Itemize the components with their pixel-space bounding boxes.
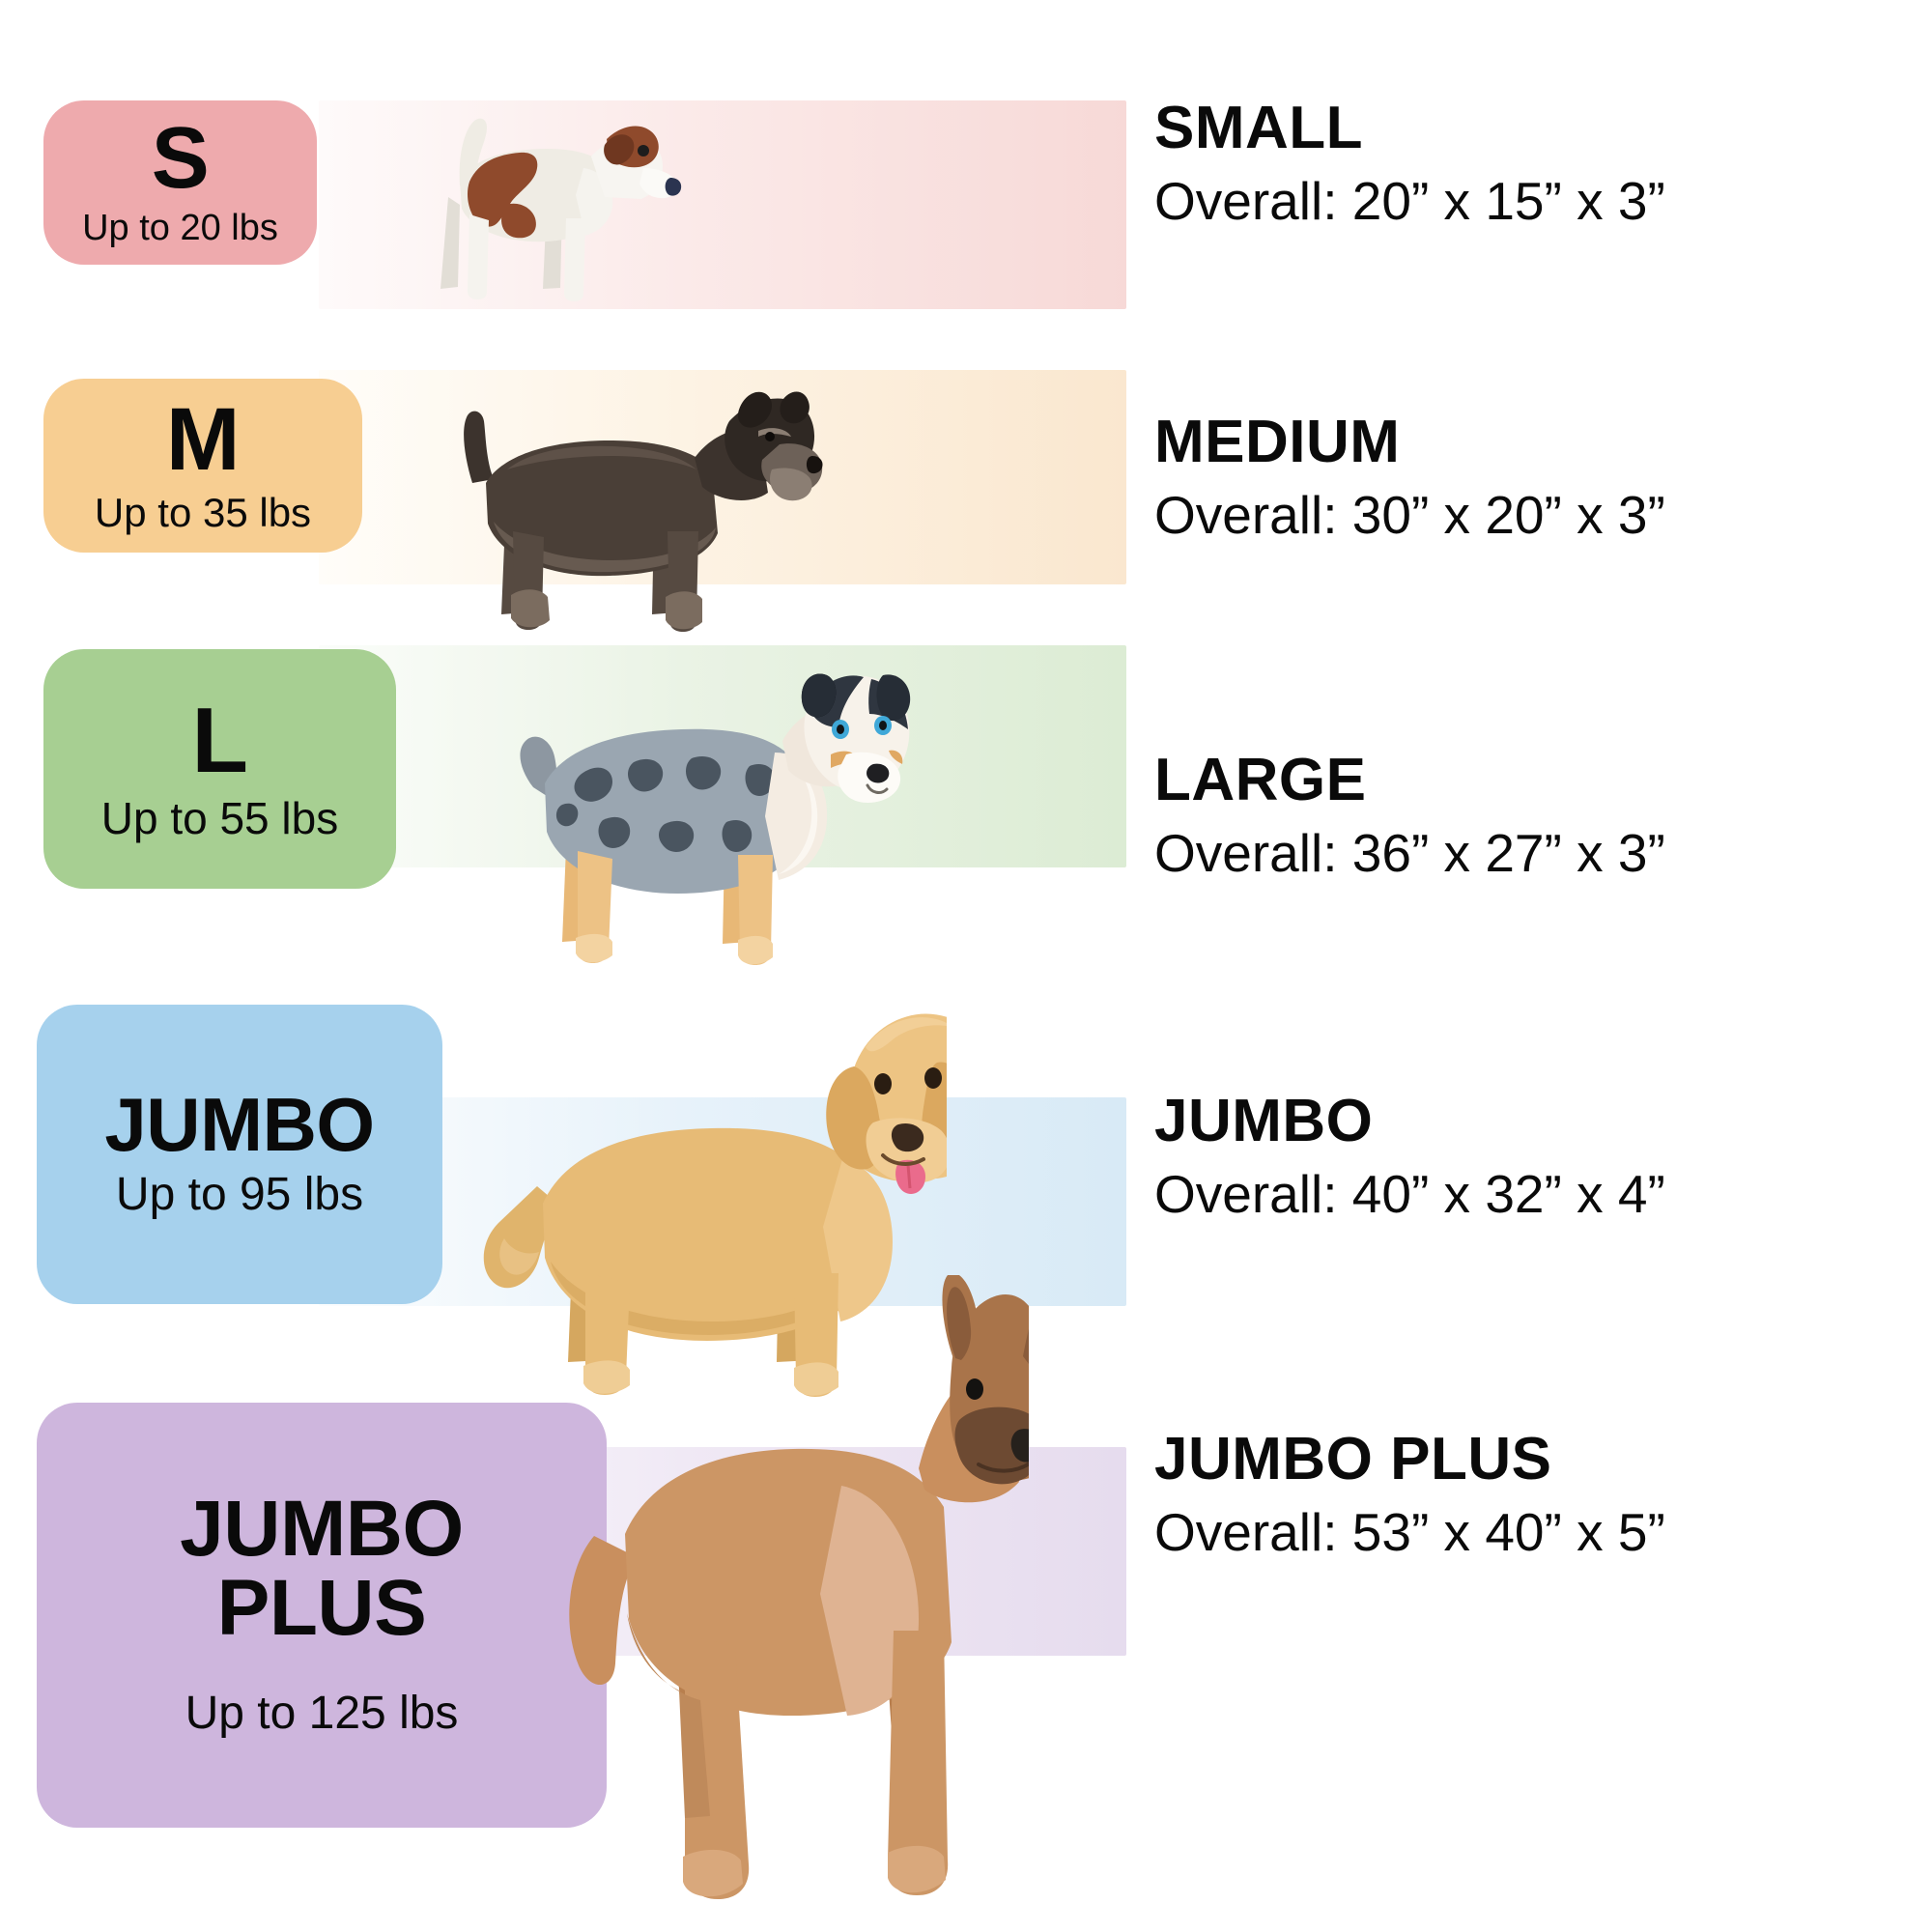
size-dims-small: Overall: 20” x 15” x 3” (1154, 171, 1665, 232)
dog-illustration-great-dane (565, 1275, 1029, 1932)
size-info-large: LARGE Overall: 36” x 27” x 3” (1154, 749, 1665, 884)
size-card-jumbo-plus[interactable]: JUMBO PLUS Up to 125 lbs (37, 1403, 607, 1828)
size-info-small: SMALL Overall: 20” x 15” x 3” (1154, 97, 1665, 232)
size-card-weight: Up to 95 lbs (115, 1169, 364, 1221)
dog-illustration-australian-shepherd (512, 662, 927, 980)
size-card-code: M (165, 389, 241, 489)
size-card-code: JUMBO (104, 1082, 375, 1168)
size-dims-large: Overall: 36” x 27” x 3” (1154, 823, 1665, 884)
size-info-jumbo-plus: JUMBO PLUS Overall: 53” x 40” x 5” (1154, 1428, 1665, 1563)
size-info-medium: MEDIUM Overall: 30” x 20” x 3” (1154, 411, 1665, 546)
size-name-small: SMALL (1154, 95, 1364, 161)
size-name-jumbo-plus: JUMBO PLUS (1154, 1426, 1552, 1492)
size-dims-jumbo-plus: Overall: 53” x 40” x 5” (1154, 1502, 1665, 1563)
size-card-weight: Up to 20 lbs (82, 208, 278, 249)
size-card-weight: Up to 125 lbs (185, 1688, 459, 1740)
dog-illustration-schnauzer (440, 377, 826, 647)
size-dims-medium: Overall: 30” x 20” x 3” (1154, 485, 1665, 546)
size-card-jumbo[interactable]: JUMBO Up to 95 lbs (37, 1005, 442, 1304)
size-card-weight: Up to 35 lbs (94, 489, 312, 535)
size-card-large[interactable]: L Up to 55 lbs (43, 649, 396, 889)
size-name-jumbo: JUMBO (1154, 1088, 1374, 1154)
size-card-medium[interactable]: M Up to 35 lbs (43, 379, 362, 553)
size-name-medium: MEDIUM (1154, 409, 1401, 475)
size-info-jumbo: JUMBO Overall: 40” x 32” x 4” (1154, 1090, 1665, 1225)
size-card-code: L (191, 688, 248, 792)
dog-illustration-golden-retriever (483, 995, 947, 1410)
size-name-large: LARGE (1154, 747, 1367, 813)
size-card-weight: Up to 55 lbs (100, 792, 339, 843)
dog-illustration-jack-russell-terrier (377, 89, 686, 311)
size-card-small[interactable]: S Up to 20 lbs (43, 100, 317, 265)
size-card-code: S (151, 110, 210, 208)
size-card-code: JUMBO PLUS (180, 1485, 464, 1653)
size-dims-jumbo: Overall: 40” x 32” x 4” (1154, 1164, 1665, 1225)
